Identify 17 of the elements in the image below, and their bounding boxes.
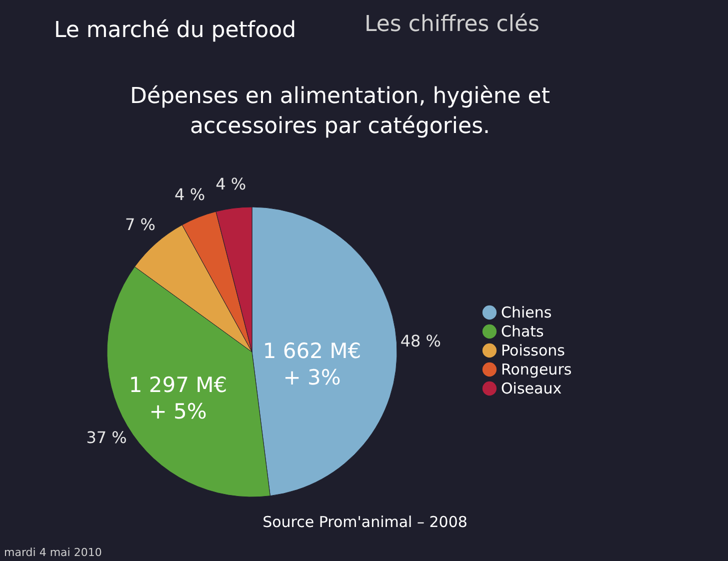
legend-label: Rongeurs	[501, 360, 572, 378]
data-label: 4 %	[216, 174, 246, 194]
legend-label: Chats	[501, 322, 544, 340]
data-label: 4 %	[174, 184, 206, 204]
text: Le marché du petfood	[54, 18, 296, 43]
legend-label: Poissons	[501, 342, 566, 360]
text: Les chiffres clés	[364, 12, 540, 37]
chart-title: Dépenses en alimentation, hygiène et accessoires par catégories.	[130, 84, 550, 139]
data-label: 48 %	[400, 331, 441, 350]
legend-label: Oiseaux	[501, 380, 562, 398]
text: mardi 4 mai 2010	[4, 546, 102, 559]
text: 1 662 M€ + 3%	[262, 339, 362, 390]
data-label: 7 %	[125, 215, 156, 234]
data-label: 37 %	[86, 428, 127, 448]
legend-label: Chiens	[501, 304, 552, 322]
text: 1 297 M€ + 5%	[128, 373, 228, 424]
source-note: Source Prom'animal – 2008	[262, 513, 468, 531]
